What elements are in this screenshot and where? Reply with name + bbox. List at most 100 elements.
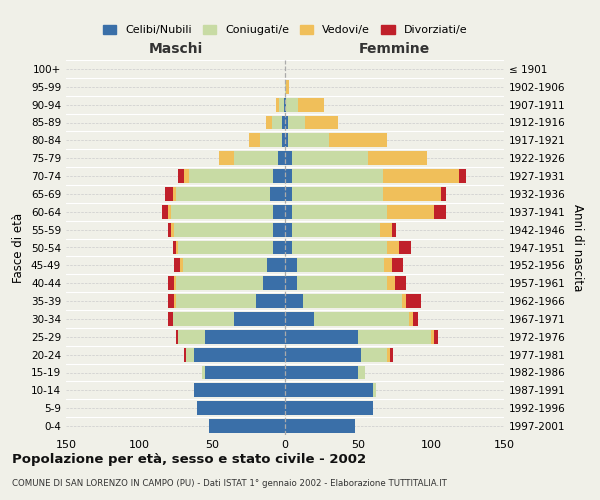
Bar — [284, 98, 285, 112]
Bar — [292, 187, 383, 201]
Bar — [165, 187, 173, 201]
Bar — [292, 240, 387, 254]
Bar — [285, 80, 286, 94]
Bar — [286, 98, 298, 112]
Bar — [171, 205, 274, 219]
Bar — [205, 330, 285, 344]
Bar — [184, 169, 188, 183]
Bar — [285, 169, 292, 183]
Bar — [285, 240, 292, 254]
Bar — [302, 294, 402, 308]
Bar — [431, 330, 434, 344]
Text: Popolazione per età, sesso e stato civile - 2002: Popolazione per età, sesso e stato civil… — [12, 452, 366, 466]
Bar — [285, 134, 288, 147]
Bar — [268, 258, 285, 272]
Bar — [178, 240, 274, 254]
Bar — [194, 384, 285, 398]
Bar — [173, 312, 234, 326]
Bar — [174, 258, 180, 272]
Bar — [434, 330, 438, 344]
Bar — [380, 222, 392, 236]
Legend: Celibi/Nubili, Coniugati/e, Vedovi/e, Divorziati/e: Celibi/Nubili, Coniugati/e, Vedovi/e, Di… — [98, 20, 472, 40]
Bar — [186, 348, 194, 362]
Bar — [387, 276, 395, 290]
Bar — [285, 98, 286, 112]
Bar — [168, 294, 174, 308]
Y-axis label: Anni di nascita: Anni di nascita — [571, 204, 584, 291]
Bar — [358, 330, 431, 344]
Bar — [292, 169, 383, 183]
Bar — [292, 205, 387, 219]
Bar — [176, 330, 178, 344]
Bar — [180, 258, 183, 272]
Text: Maschi: Maschi — [148, 42, 203, 56]
Bar — [413, 312, 418, 326]
Bar — [296, 258, 384, 272]
Bar — [298, 98, 325, 112]
Bar — [168, 222, 171, 236]
Y-axis label: Fasce di età: Fasce di età — [13, 212, 25, 282]
Bar — [271, 187, 285, 201]
Bar — [285, 187, 292, 201]
Bar — [282, 116, 285, 130]
Bar — [296, 276, 387, 290]
Bar — [387, 205, 434, 219]
Bar — [402, 294, 406, 308]
Bar — [285, 330, 358, 344]
Bar — [285, 294, 302, 308]
Bar — [286, 80, 289, 94]
Text: Femmine: Femmine — [359, 42, 430, 56]
Bar — [358, 366, 365, 380]
Bar — [285, 116, 288, 130]
Bar — [171, 222, 174, 236]
Bar — [368, 151, 427, 165]
Bar — [272, 116, 282, 130]
Bar — [248, 134, 260, 147]
Text: COMUNE DI SAN LORENZO IN CAMPO (PU) - Dati ISTAT 1° gennaio 2002 - Elaborazione : COMUNE DI SAN LORENZO IN CAMPO (PU) - Da… — [12, 479, 447, 488]
Bar — [282, 134, 285, 147]
Bar — [278, 151, 285, 165]
Bar — [285, 366, 358, 380]
Bar — [178, 330, 205, 344]
Bar — [395, 276, 406, 290]
Bar — [279, 98, 284, 112]
Bar — [392, 222, 396, 236]
Bar — [168, 276, 174, 290]
Bar — [285, 222, 292, 236]
Bar — [384, 258, 392, 272]
Bar — [174, 222, 274, 236]
Bar — [194, 348, 285, 362]
Bar — [274, 240, 285, 254]
Bar — [263, 276, 285, 290]
Bar — [383, 187, 441, 201]
Bar — [329, 134, 387, 147]
Bar — [183, 258, 268, 272]
Bar — [285, 276, 296, 290]
Bar — [441, 187, 446, 201]
Bar — [314, 312, 409, 326]
Bar — [409, 312, 413, 326]
Bar — [285, 205, 292, 219]
Bar — [387, 348, 390, 362]
Bar — [234, 151, 278, 165]
Bar — [292, 222, 380, 236]
Bar — [285, 384, 373, 398]
Bar — [176, 240, 178, 254]
Bar — [292, 151, 368, 165]
Bar — [387, 240, 399, 254]
Bar — [285, 312, 314, 326]
Bar — [256, 294, 285, 308]
Bar — [399, 240, 410, 254]
Bar — [205, 366, 285, 380]
Bar — [174, 276, 176, 290]
Bar — [285, 401, 373, 415]
Bar — [184, 348, 186, 362]
Bar — [260, 134, 282, 147]
Bar — [274, 169, 285, 183]
Bar — [305, 116, 338, 130]
Bar — [285, 348, 361, 362]
Bar — [276, 98, 279, 112]
Bar — [266, 116, 272, 130]
Bar — [197, 401, 285, 415]
Bar — [383, 169, 459, 183]
